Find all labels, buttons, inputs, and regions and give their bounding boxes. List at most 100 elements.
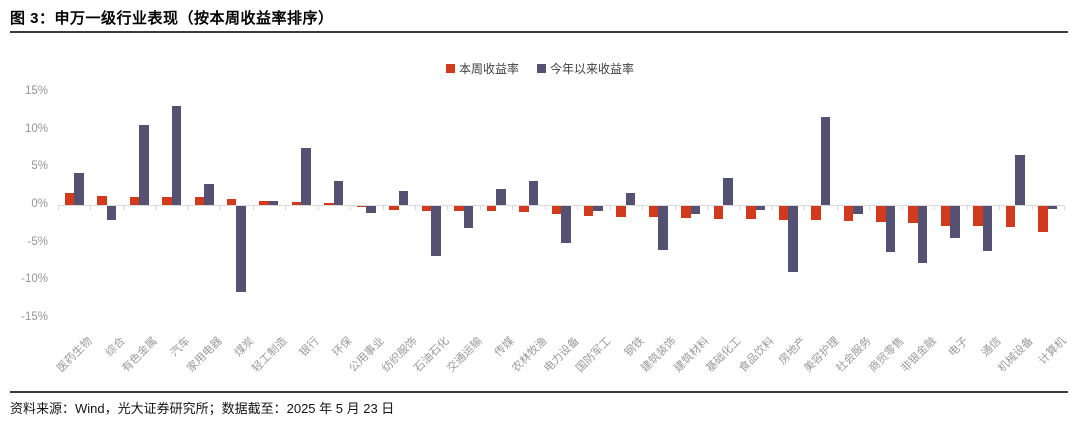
x-axis-tick: [869, 206, 871, 210]
x-axis-category-label: 基础化工: [704, 335, 744, 375]
bar-ytd-商贸零售: [885, 206, 896, 252]
x-axis-category-label: 机械设备: [996, 335, 1036, 375]
legend-label-ytd: 今年以来收益率: [550, 62, 635, 76]
x-axis-category-label: 有色金属: [120, 335, 160, 375]
x-axis-category-label: 国防军工: [574, 335, 615, 375]
x-axis-category-label: 建筑材料: [671, 335, 712, 375]
x-axis-tick: [90, 206, 92, 210]
bar-week-建筑材料: [681, 206, 691, 219]
bar-week-银行: [291, 201, 302, 205]
bar-week-机械设备: [1005, 206, 1016, 228]
x-axis-tick: [966, 206, 968, 210]
ytd-series-swatch-icon: [537, 64, 546, 73]
x-axis-tick: [771, 206, 773, 210]
x-axis-category-label: 石油石化: [412, 335, 452, 375]
bar-week-食品饮料: [746, 206, 756, 219]
bar-ytd-美容护理: [820, 117, 831, 205]
bar-ytd-轻工制造: [268, 201, 279, 205]
x-axis-tick: [252, 206, 254, 210]
x-axis-category-label: 农林牧渔: [509, 335, 550, 375]
x-axis-tick: [804, 206, 806, 210]
x-axis-category-label: 煤炭: [233, 335, 258, 360]
legend-item-week: 本周收益率: [445, 60, 519, 77]
x-axis-tick: [122, 206, 124, 210]
bar-ytd-公用事业: [366, 206, 376, 213]
bar-week-传媒: [486, 206, 497, 212]
bar-ytd-综合: [106, 206, 117, 220]
bar-ytd-交通运输: [463, 206, 474, 228]
x-axis-tick: [155, 206, 157, 210]
x-axis-category-label: 轻工制造: [249, 335, 290, 375]
bar-week-电力设备: [551, 206, 561, 215]
bar-ytd-汽车: [171, 105, 182, 205]
x-axis-tick: [901, 206, 903, 210]
bar-week-医药生物: [64, 192, 75, 205]
bar-ytd-传媒: [496, 189, 506, 205]
x-axis-tick: [58, 206, 59, 210]
bar-week-房地产: [778, 206, 789, 220]
bar-ytd-农林牧渔: [528, 180, 539, 205]
x-axis-category-label: 交通运输: [444, 335, 485, 375]
x-axis-category-label: 计算机: [1036, 335, 1069, 367]
bar-week-综合: [97, 195, 107, 205]
bar-ytd-建筑装饰: [658, 206, 668, 250]
x-axis-category-label: 汽车: [168, 335, 193, 360]
bar-week-社会服务: [843, 206, 854, 222]
x-axis-tick: [642, 206, 644, 210]
figure-title: 图 3：申万一级行业表现（按本周收益率排序）: [10, 10, 334, 27]
x-axis-category-label: 建筑装饰: [639, 335, 679, 375]
bar-week-农林牧渔: [519, 206, 529, 213]
x-axis-tick: [609, 206, 611, 210]
bar-ytd-钢铁: [625, 192, 636, 205]
x-axis-tick: [1064, 206, 1065, 210]
x-axis-category-label: 银行: [297, 335, 322, 360]
y-axis-tick-label: -15%: [21, 310, 48, 323]
bar-ytd-食品饮料: [755, 206, 766, 210]
y-axis-tick-label: 0%: [31, 198, 48, 210]
bar-week-公用事业: [356, 206, 367, 207]
x-axis-tick: [674, 206, 676, 210]
x-axis-line: [58, 205, 1064, 206]
bar-ytd-通信: [982, 206, 993, 252]
x-axis-category-label: 传媒: [492, 335, 517, 360]
bar-week-通信: [973, 206, 983, 227]
bar-ytd-计算机: [1047, 206, 1058, 209]
bar-week-汽车: [162, 196, 172, 205]
bar-ytd-建筑材料: [690, 206, 701, 215]
x-axis-tick: [707, 206, 709, 210]
bar-week-煤炭: [226, 198, 237, 205]
x-axis-tick: [999, 206, 1001, 210]
bar-week-非银金融: [908, 206, 918, 223]
bar-ytd-环保: [333, 180, 344, 205]
x-axis-category-label: 食品饮料: [736, 335, 777, 375]
bar-week-环保: [324, 202, 334, 205]
x-axis-category-label: 通信: [979, 335, 1004, 360]
chart-legend: 本周收益率 今年以来收益率: [0, 60, 1080, 77]
x-axis-tick: [285, 206, 287, 210]
y-axis-tick-label: -10%: [21, 273, 48, 286]
bar-ytd-有色金属: [139, 124, 149, 205]
title-divider: [10, 31, 1068, 33]
bar-week-钢铁: [616, 206, 626, 217]
x-axis-tick: [479, 206, 481, 210]
x-axis-tick: [187, 206, 189, 210]
bar-week-有色金属: [129, 196, 140, 205]
bar-week-电子: [940, 206, 951, 226]
x-axis-tick: [317, 206, 319, 210]
x-axis-tick: [382, 206, 384, 210]
bar-ytd-电力设备: [561, 206, 571, 243]
x-axis-category-label: 环保: [330, 335, 355, 360]
footer-divider: [10, 391, 1068, 393]
x-axis-tick: [512, 206, 514, 210]
bar-week-纺织服饰: [389, 206, 399, 210]
bar-week-国防军工: [583, 206, 594, 216]
x-axis-tick: [739, 206, 741, 210]
x-axis-category-label: 医药生物: [55, 335, 95, 375]
bar-ytd-银行: [301, 147, 311, 205]
bar-ytd-社会服务: [853, 206, 863, 214]
bar-week-家用电器: [194, 197, 205, 205]
x-axis-category-label: 商贸零售: [866, 335, 907, 375]
legend-item-ytd: 今年以来收益率: [537, 60, 634, 77]
x-axis-category-label: 综合: [103, 335, 128, 360]
